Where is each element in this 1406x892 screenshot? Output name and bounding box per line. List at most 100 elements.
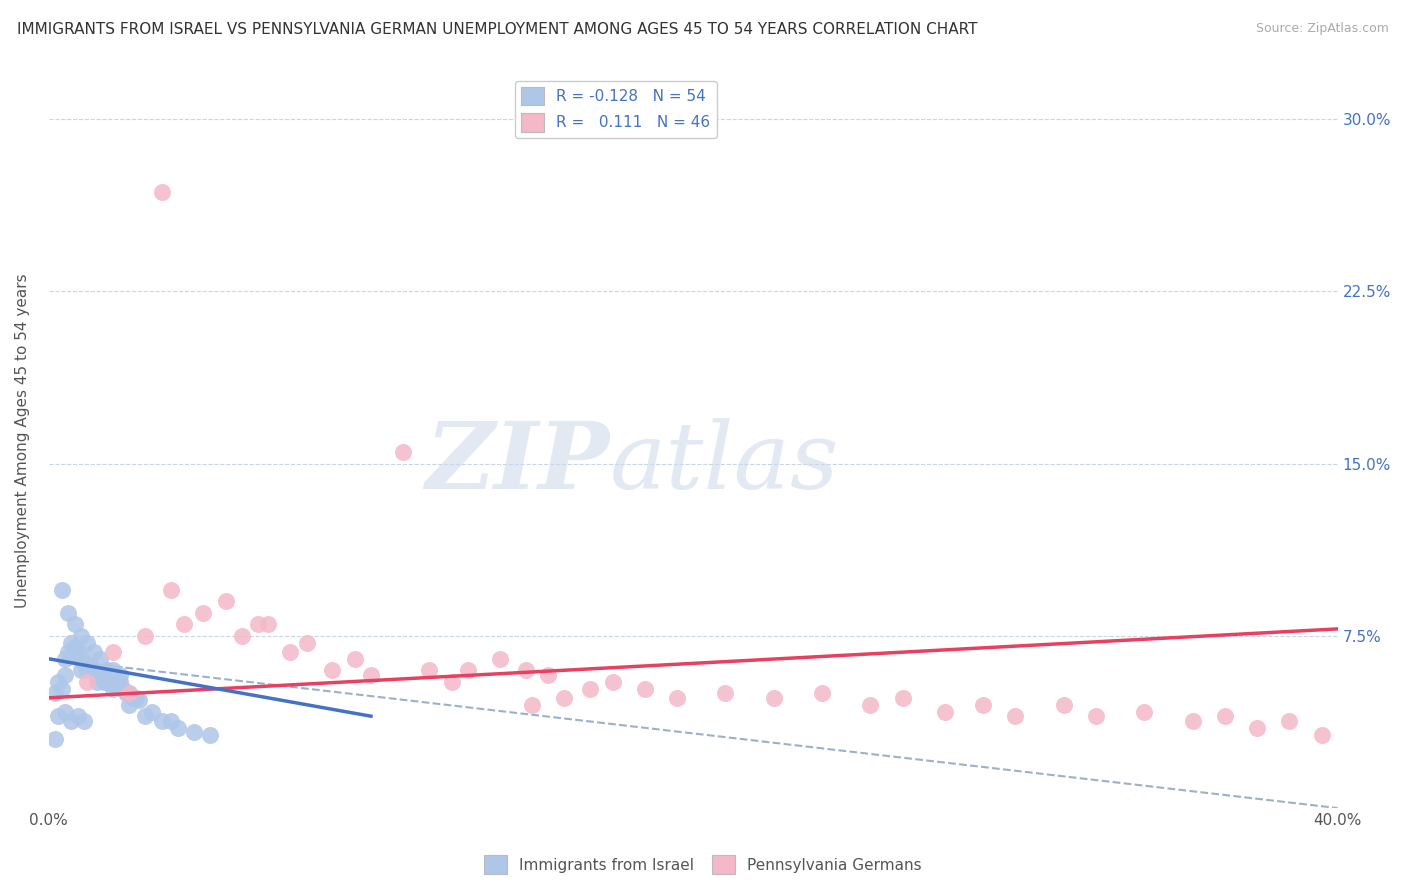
Point bbox=[66, 709, 89, 723]
Point bbox=[96, 674, 118, 689]
Point bbox=[150, 186, 173, 200]
Point bbox=[1053, 698, 1076, 712]
Point bbox=[811, 686, 834, 700]
Point bbox=[53, 652, 76, 666]
Point bbox=[537, 668, 560, 682]
Legend: R = -0.128   N = 54, R =   0.111   N = 46: R = -0.128 N = 54, R = 0.111 N = 46 bbox=[515, 80, 717, 137]
Point bbox=[166, 721, 188, 735]
Point bbox=[489, 652, 512, 666]
Point bbox=[1181, 714, 1204, 728]
Point bbox=[51, 681, 73, 696]
Text: ZIP: ZIP bbox=[425, 417, 609, 508]
Point bbox=[118, 686, 141, 700]
Point bbox=[634, 681, 657, 696]
Point bbox=[73, 657, 96, 671]
Point bbox=[48, 709, 70, 723]
Point bbox=[520, 698, 543, 712]
Point bbox=[173, 617, 195, 632]
Point bbox=[1004, 709, 1026, 723]
Point bbox=[160, 714, 183, 728]
Point bbox=[198, 728, 221, 742]
Point bbox=[98, 674, 121, 689]
Legend: Immigrants from Israel, Pennsylvania Germans: Immigrants from Israel, Pennsylvania Ger… bbox=[478, 849, 928, 880]
Point bbox=[360, 668, 382, 682]
Point bbox=[1310, 728, 1333, 742]
Point bbox=[48, 674, 70, 689]
Point bbox=[70, 663, 93, 677]
Point bbox=[53, 705, 76, 719]
Point bbox=[125, 690, 148, 705]
Point bbox=[1246, 721, 1268, 735]
Point bbox=[343, 652, 366, 666]
Point bbox=[86, 668, 108, 682]
Point bbox=[103, 663, 125, 677]
Point bbox=[56, 645, 79, 659]
Point bbox=[56, 606, 79, 620]
Y-axis label: Unemployment Among Ages 45 to 54 years: Unemployment Among Ages 45 to 54 years bbox=[15, 273, 30, 607]
Point bbox=[76, 674, 98, 689]
Point bbox=[231, 629, 253, 643]
Point bbox=[257, 617, 280, 632]
Point bbox=[121, 690, 143, 705]
Point bbox=[891, 690, 914, 705]
Point bbox=[215, 594, 238, 608]
Point bbox=[73, 714, 96, 728]
Point bbox=[89, 652, 111, 666]
Point bbox=[76, 663, 98, 677]
Point bbox=[115, 686, 138, 700]
Point bbox=[859, 698, 882, 712]
Point bbox=[295, 635, 318, 649]
Text: atlas: atlas bbox=[609, 417, 839, 508]
Point bbox=[141, 705, 163, 719]
Point bbox=[1213, 709, 1236, 723]
Point bbox=[44, 686, 66, 700]
Point bbox=[44, 732, 66, 747]
Point bbox=[602, 674, 624, 689]
Point bbox=[103, 645, 125, 659]
Text: IMMIGRANTS FROM ISRAEL VS PENNSYLVANIA GERMAN UNEMPLOYMENT AMONG AGES 45 TO 54 Y: IMMIGRANTS FROM ISRAEL VS PENNSYLVANIA G… bbox=[17, 22, 977, 37]
Point bbox=[83, 645, 105, 659]
Point bbox=[1133, 705, 1156, 719]
Point bbox=[1278, 714, 1301, 728]
Point bbox=[70, 629, 93, 643]
Point bbox=[515, 663, 537, 677]
Point bbox=[134, 629, 156, 643]
Point bbox=[150, 714, 173, 728]
Point bbox=[60, 635, 83, 649]
Point bbox=[972, 698, 994, 712]
Point bbox=[247, 617, 270, 632]
Point bbox=[105, 679, 128, 693]
Point bbox=[96, 663, 118, 677]
Point bbox=[418, 663, 440, 677]
Point bbox=[457, 663, 479, 677]
Point bbox=[60, 714, 83, 728]
Point bbox=[86, 674, 108, 689]
Point bbox=[93, 674, 115, 689]
Point bbox=[63, 617, 86, 632]
Point bbox=[108, 668, 131, 682]
Point bbox=[160, 582, 183, 597]
Point bbox=[76, 635, 98, 649]
Point bbox=[63, 640, 86, 655]
Point bbox=[118, 686, 141, 700]
Point bbox=[440, 674, 463, 689]
Point bbox=[134, 709, 156, 723]
Point bbox=[70, 652, 93, 666]
Point bbox=[111, 681, 134, 696]
Point bbox=[714, 686, 737, 700]
Point bbox=[280, 645, 302, 659]
Text: Source: ZipAtlas.com: Source: ZipAtlas.com bbox=[1256, 22, 1389, 36]
Point bbox=[79, 658, 101, 673]
Point bbox=[83, 663, 105, 677]
Point bbox=[579, 681, 602, 696]
Point bbox=[53, 668, 76, 682]
Point bbox=[934, 705, 956, 719]
Point bbox=[193, 606, 215, 620]
Point bbox=[108, 674, 131, 689]
Point bbox=[553, 690, 575, 705]
Point bbox=[183, 725, 205, 739]
Point bbox=[66, 645, 89, 659]
Point bbox=[51, 582, 73, 597]
Point bbox=[1084, 709, 1107, 723]
Point bbox=[321, 663, 343, 677]
